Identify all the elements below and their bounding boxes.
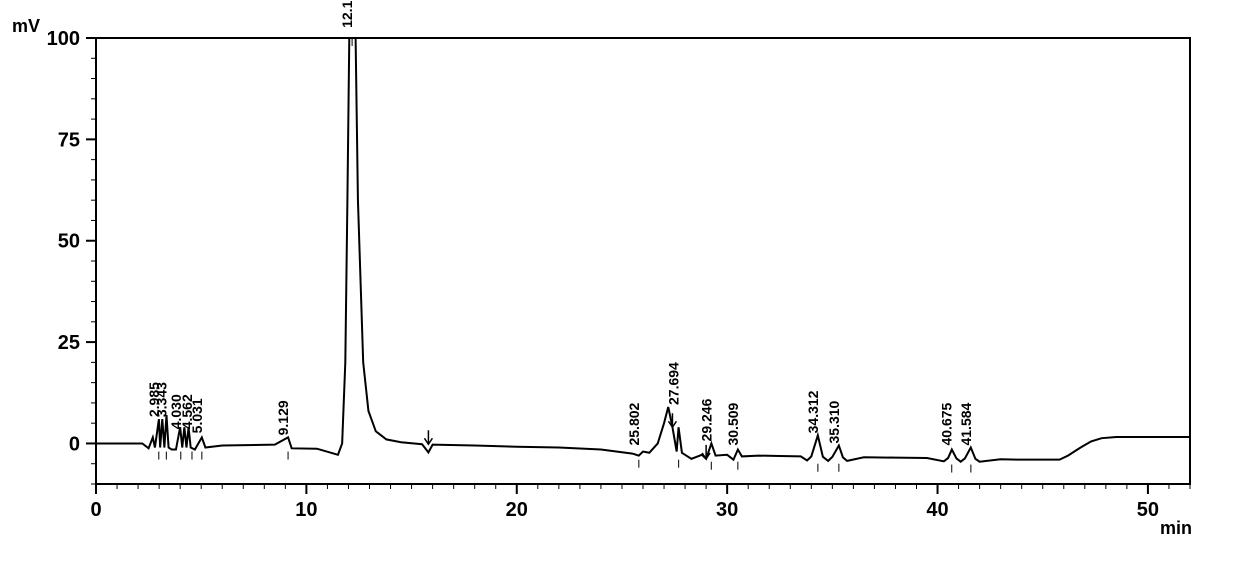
peak-label: 29.246 [698, 398, 714, 441]
svg-text:100: 100 [47, 28, 80, 50]
svg-text:30: 30 [716, 499, 738, 521]
peak-label: 30.509 [725, 402, 741, 445]
peak-label: 41.584 [958, 402, 974, 445]
svg-text:40: 40 [926, 499, 948, 521]
peak-label: 40.675 [939, 402, 955, 445]
x-axis-unit: min [1160, 518, 1192, 539]
chromatogram-chart: mV min 0102030405002550751002.9853.3434.… [0, 0, 1240, 568]
svg-text:20: 20 [506, 499, 528, 521]
y-axis-unit: mV [12, 16, 40, 37]
peak-label: 9.129 [275, 400, 291, 435]
svg-text:75: 75 [58, 129, 80, 151]
svg-text:0: 0 [90, 499, 101, 521]
svg-text:50: 50 [58, 231, 80, 253]
svg-text:25: 25 [58, 332, 80, 354]
chart-svg: 0102030405002550751002.9853.3434.0304.56… [0, 0, 1240, 568]
peak-label: 27.694 [666, 362, 682, 405]
trace [96, 0, 1190, 462]
svg-text:10: 10 [295, 499, 317, 521]
svg-text:50: 50 [1137, 499, 1159, 521]
peak-label: 34.312 [805, 390, 821, 433]
svg-text:0: 0 [69, 433, 80, 455]
peak-label: 25.802 [626, 402, 642, 445]
peak-label: 35.310 [826, 400, 842, 443]
peak-label: 5.031 [189, 398, 205, 433]
peak-label: 12.173 [339, 0, 355, 28]
